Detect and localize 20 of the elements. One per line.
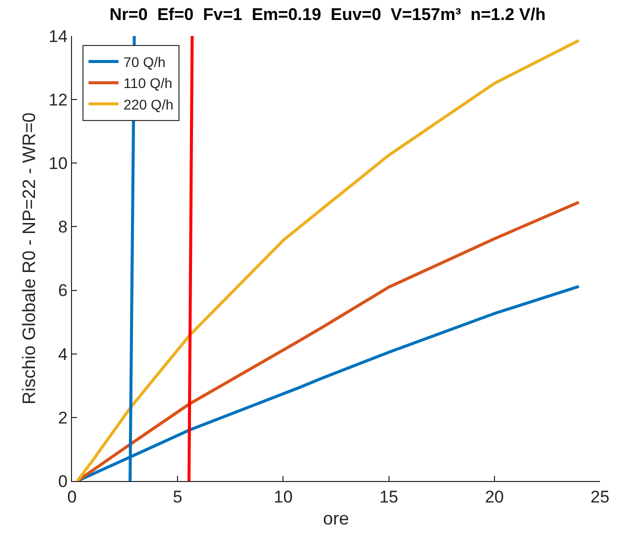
chart-title: Nr=0 Ef=0 Fv=1 Em=0.19 Euv=0 V=157m³ n=1.2 V/h [109, 4, 546, 24]
x-tick-label: 15 [379, 487, 398, 506]
legend-label: 220 Q/h [124, 96, 174, 112]
y-tick-label: 4 [58, 344, 68, 364]
line-series [76, 38, 580, 481]
legend-label: 110 Q/h [124, 75, 172, 92]
y-tick-label: 10 [48, 154, 68, 174]
y-tick-label: 0 [58, 472, 68, 491]
x-tick-label: 25 [590, 487, 610, 506]
x-tick-label: 5 [172, 487, 182, 506]
legend-label: 70 Q/h [124, 54, 166, 70]
x-tick-label: 10 [274, 487, 293, 506]
x-axis-title: ore [322, 508, 350, 528]
y-tick-label: 8 [58, 218, 68, 237]
x-tick-label: 20 [484, 487, 504, 506]
y-tick-label: 2 [58, 408, 68, 428]
y-tick-label: 12 [48, 90, 68, 110]
y-tick-label: 6 [58, 281, 68, 300]
y-tick-label: 14 [48, 26, 68, 46]
y-axis-title: Rischio Globale R0 - NP=22 - WR=0 [18, 112, 39, 405]
